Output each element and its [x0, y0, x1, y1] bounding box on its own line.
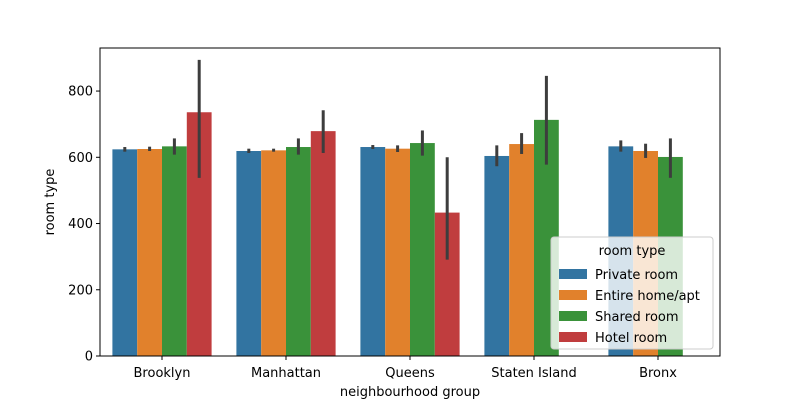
legend: room type Private room Entire home/apt Shar…	[550, 236, 714, 350]
legend-entry: Shared room	[595, 310, 679, 325]
legend-entry: Private room	[595, 268, 678, 283]
bar	[286, 147, 311, 356]
x-tick-label: Bronx	[639, 366, 677, 381]
y-tick-label: 200	[68, 283, 93, 298]
bar	[112, 149, 138, 356]
bar	[162, 146, 187, 356]
legend-entry: Entire home/apt	[595, 289, 700, 304]
y-axis-label: room type	[43, 169, 58, 236]
bar	[137, 149, 162, 356]
y-tick-label: 800	[68, 85, 93, 100]
plot-area	[99, 47, 721, 357]
bar	[410, 143, 435, 356]
x-tick-label: Queens	[385, 366, 435, 381]
bar	[310, 131, 336, 356]
y-tick-label: 400	[68, 217, 93, 232]
bar	[385, 148, 410, 356]
legend-swatch	[559, 311, 587, 321]
legend-title: room type	[599, 244, 666, 259]
bar	[484, 155, 510, 356]
legend-swatch	[559, 269, 587, 279]
y-tick-label: 600	[68, 151, 93, 166]
bar	[261, 150, 286, 356]
legend-entry: Hotel room	[595, 331, 667, 346]
legend-swatch	[559, 332, 587, 342]
legend-box	[550, 236, 714, 350]
bar	[236, 151, 262, 356]
y-tick-label: 0	[85, 350, 93, 365]
bar	[360, 147, 386, 356]
bar	[509, 144, 534, 356]
x-tick-label: Staten Island	[491, 366, 576, 381]
x-axis-label: neighbourhood group	[340, 385, 480, 400]
y-axis: 0 200 400 600 800	[68, 85, 100, 365]
x-tick-label: Brooklyn	[134, 366, 191, 381]
x-axis: Brooklyn Manhattan Queens Staten Island Bron…	[134, 356, 677, 381]
legend-swatch	[559, 290, 587, 300]
x-tick-label: Manhattan	[251, 366, 321, 381]
